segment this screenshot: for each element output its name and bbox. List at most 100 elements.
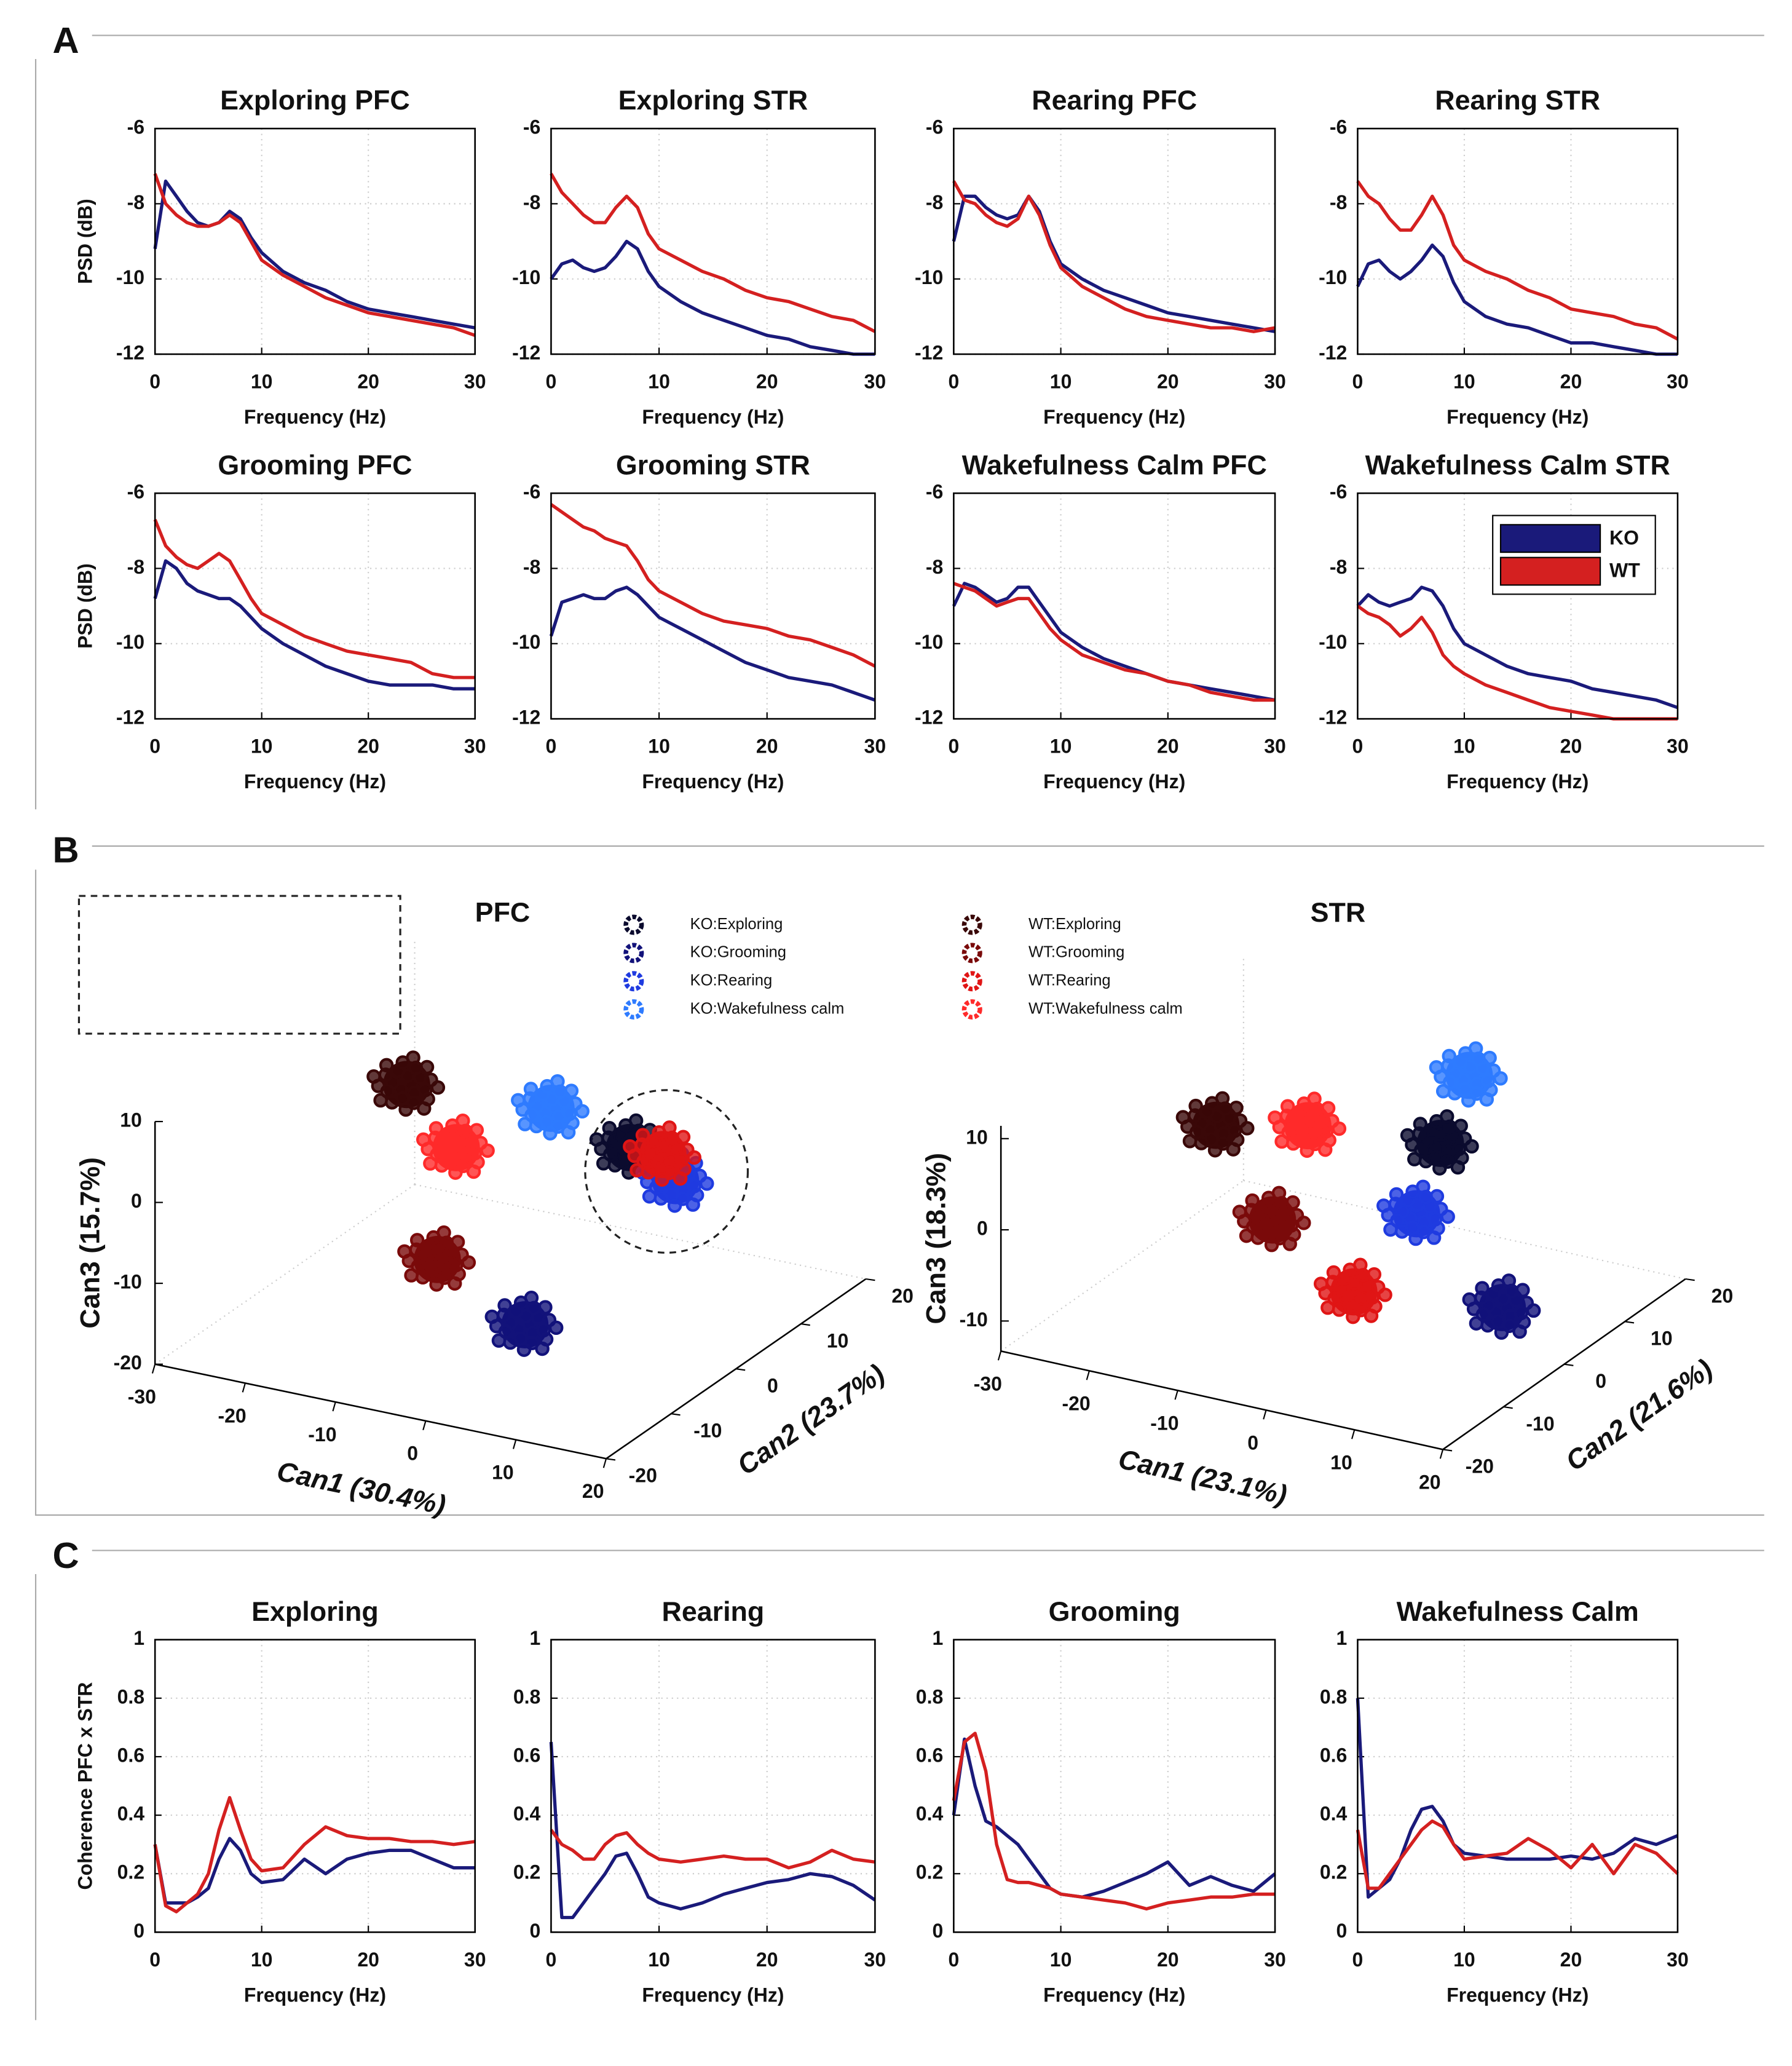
- cluster-point: [436, 1225, 451, 1240]
- cluster-point: [1429, 1189, 1445, 1204]
- cluster-point: [373, 1093, 388, 1108]
- cluster-point: [1400, 1128, 1415, 1143]
- legend-swatch: [1499, 556, 1601, 586]
- series-line: [952, 180, 1276, 333]
- plot-area: [551, 493, 875, 719]
- y-tick: [866, 1278, 875, 1281]
- plot-frame: [1357, 492, 1679, 720]
- cluster-point: [1526, 1303, 1541, 1318]
- x-tick: [422, 1420, 427, 1431]
- y-tick-label: 0.8: [513, 1685, 540, 1708]
- x-tick-label: 10: [648, 1949, 670, 1971]
- plot-frame: [550, 1639, 876, 1933]
- cluster-point: [655, 1172, 669, 1187]
- y-tick: [736, 1368, 746, 1371]
- cluster-point: [1439, 1109, 1455, 1124]
- cluster-point: [1250, 1230, 1265, 1245]
- x-tick-label: 30: [1264, 735, 1286, 757]
- x-tick-label: 20: [1157, 1949, 1179, 1971]
- y-tick: [800, 1323, 810, 1326]
- plot-area: [551, 129, 875, 355]
- cluster-point: [1440, 1209, 1455, 1224]
- cluster-point: [667, 1198, 682, 1213]
- cluster-point: [529, 1118, 544, 1134]
- x-axis-label: Frequency (Hz): [642, 1984, 784, 2006]
- cluster-point: [1268, 1110, 1282, 1125]
- x-tick-label: 10: [1453, 1949, 1475, 1971]
- series-line: [1356, 1698, 1678, 1899]
- y-tick-label: 20: [1711, 1284, 1734, 1307]
- y-axis-label: PSD (dB): [74, 563, 97, 649]
- x-tick-label: 0: [546, 735, 557, 757]
- cluster-point: [1317, 1142, 1333, 1157]
- cluster-point: [1332, 1302, 1347, 1317]
- x-tick-label: 0: [149, 370, 160, 392]
- back-edge: [154, 1184, 416, 1365]
- cluster-point: [456, 1114, 470, 1128]
- cluster-point: [429, 1277, 444, 1292]
- y-tick-label: 0.2: [513, 1861, 540, 1883]
- x-axis-label: Frequency (Hz): [244, 770, 386, 793]
- cluster-point: [397, 1244, 412, 1259]
- cluster-point: [687, 1150, 701, 1165]
- cluster-point: [1469, 1316, 1484, 1331]
- cluster-point: [1475, 1281, 1490, 1296]
- cluster-point: [673, 1171, 688, 1186]
- x-axis-label: Can1 (30.4%): [274, 1455, 448, 1521]
- cluster-point: [1332, 1121, 1347, 1136]
- cluster-point: [466, 1164, 481, 1179]
- cluster-point: [1229, 1100, 1244, 1115]
- y-tick-label: -6: [127, 481, 144, 503]
- series-line: [1356, 604, 1678, 721]
- cluster-point: [417, 1101, 432, 1116]
- cluster-point: [1313, 1276, 1328, 1291]
- cluster-point: [1394, 1224, 1410, 1239]
- cluster-point: [628, 1113, 644, 1128]
- y-tick-label: -12: [116, 341, 144, 363]
- x-tick-label: 10: [648, 735, 670, 757]
- cluster: [416, 1114, 495, 1180]
- cluster-point: [1480, 1318, 1495, 1333]
- cluster-point: [416, 1132, 431, 1147]
- legend-marker: [961, 971, 982, 992]
- legend-marker: [961, 943, 982, 964]
- chart-title: Rearing: [662, 1596, 765, 1627]
- cluster-point: [385, 1095, 400, 1110]
- y-tick-label: -8: [926, 191, 943, 213]
- cluster-point: [1413, 1117, 1428, 1131]
- y-tick-label: 0: [1595, 1370, 1606, 1392]
- cluster-point: [1264, 1237, 1279, 1253]
- cluster-point: [1215, 1091, 1230, 1106]
- legend-marker: [623, 943, 644, 964]
- cluster-point: [1494, 1325, 1509, 1340]
- legend-label: KO: [1609, 526, 1639, 548]
- x-tick-label: 10: [251, 735, 273, 757]
- cluster-point: [1429, 1060, 1444, 1075]
- y-tick: [1564, 1363, 1574, 1366]
- chart-title: PFC: [475, 897, 531, 928]
- y-tick-label: -10: [512, 631, 540, 653]
- cluster-point: [1461, 1093, 1476, 1108]
- y-tick: [1442, 1449, 1453, 1452]
- x-tick-label: 0: [1352, 1949, 1364, 1971]
- cluster-point: [409, 1233, 425, 1248]
- x-axis-label: Frequency (Hz): [1043, 406, 1185, 428]
- cluster-point: [1378, 1288, 1392, 1302]
- cluster-point: [548, 1320, 564, 1336]
- y-tick-label: -12: [512, 341, 540, 363]
- series-line: [1356, 585, 1678, 710]
- cluster-point: [523, 1082, 539, 1096]
- cluster: [397, 1225, 476, 1292]
- x-tick-label: -30: [974, 1372, 1002, 1395]
- y-tick: [1503, 1406, 1513, 1409]
- legend-label: WT:Rearing: [1028, 972, 1111, 989]
- x-tick-label: -30: [128, 1386, 156, 1408]
- y-tick-label: -10: [1319, 631, 1347, 653]
- frame-c: [34, 1550, 1764, 2020]
- cluster-point: [535, 1341, 550, 1356]
- back-edge: [1243, 1179, 1686, 1280]
- x-tick: [1351, 1430, 1356, 1439]
- plot-frame: [154, 127, 476, 355]
- cluster-point: [1285, 1195, 1300, 1210]
- y-tick: [1685, 1278, 1695, 1281]
